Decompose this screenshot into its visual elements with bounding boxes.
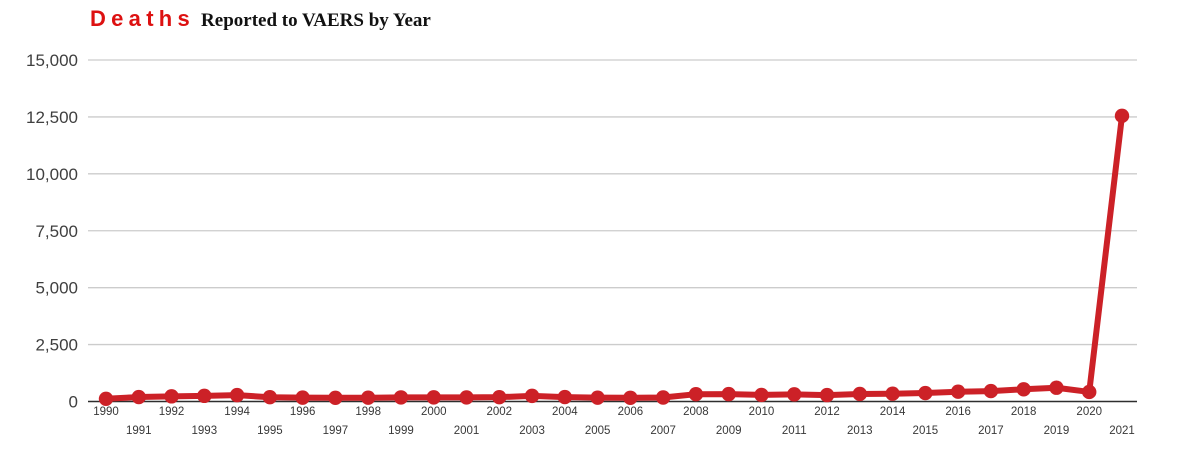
- data-point: [1114, 108, 1130, 124]
- data-point: [655, 390, 671, 405]
- y-tick-label: 15,000: [26, 51, 78, 70]
- data-point: [590, 390, 605, 405]
- y-tick-label: 5,000: [35, 279, 78, 298]
- data-point: [164, 389, 179, 404]
- x-tick-label: 2020: [1076, 406, 1102, 418]
- data-point: [557, 389, 573, 405]
- data-point: [1082, 384, 1097, 400]
- x-tick-label: 1991: [126, 425, 152, 437]
- data-point: [459, 390, 474, 405]
- x-tick-label: 2004: [552, 406, 578, 418]
- data-point: [885, 386, 900, 401]
- x-tick-label: 2010: [749, 406, 775, 418]
- x-tick-label: 1990: [93, 406, 119, 418]
- data-point: [262, 389, 278, 405]
- x-tick-label: 2006: [618, 406, 644, 418]
- data-point: [1016, 382, 1031, 397]
- x-tick-label: 2000: [421, 406, 447, 418]
- data-point: [295, 390, 310, 405]
- x-tick-label: 2016: [945, 406, 971, 418]
- data-point: [754, 387, 769, 403]
- x-tick-label: 2021: [1109, 425, 1135, 437]
- x-tick-label: 1995: [257, 425, 283, 437]
- data-point: [328, 390, 343, 406]
- x-tick-label: 2005: [585, 425, 611, 437]
- y-tick-label: 12,500: [26, 108, 78, 127]
- x-tick-label: 2008: [683, 406, 709, 418]
- data-point: [492, 389, 507, 405]
- x-tick-label: 1993: [192, 425, 218, 437]
- x-tick-label: 1996: [290, 406, 316, 418]
- x-tick-label: 2014: [880, 406, 906, 418]
- data-point: [721, 386, 736, 402]
- x-tick-label: 2012: [814, 406, 840, 418]
- x-tick-label: 2011: [782, 425, 807, 437]
- data-point: [1049, 380, 1064, 395]
- x-tick-label: 2003: [519, 425, 545, 437]
- x-tick-label: 2018: [1011, 406, 1037, 418]
- y-tick-label: 0: [69, 393, 78, 412]
- data-point: [524, 388, 540, 404]
- x-tick-label: 1992: [159, 406, 185, 418]
- y-tick-label: 7,500: [35, 222, 78, 241]
- x-tick-label: 2002: [486, 406, 512, 418]
- data-point: [787, 387, 802, 402]
- data-point: [852, 386, 868, 402]
- y-tick-label: 2,500: [35, 336, 78, 355]
- chart-title-emphasis: Deaths: [90, 6, 196, 31]
- x-tick-label: 2009: [716, 425, 742, 437]
- x-tick-label: 2017: [978, 425, 1004, 437]
- chart-title: Deaths Reported to VAERS by Year: [90, 6, 431, 35]
- data-point: [688, 386, 704, 402]
- data-point: [426, 390, 441, 405]
- x-tick-label: 2019: [1044, 425, 1070, 437]
- data-point: [197, 388, 212, 404]
- x-tick-label: 1997: [323, 425, 349, 437]
- data-point: [229, 387, 245, 403]
- x-tick-label: 2015: [913, 425, 939, 437]
- trend-line: [103, 112, 1125, 402]
- data-point: [983, 383, 999, 399]
- x-tick-label: 1994: [224, 406, 250, 418]
- data-point: [393, 390, 409, 405]
- data-point: [131, 389, 146, 405]
- x-tick-label: 1999: [388, 425, 414, 437]
- data-point: [360, 390, 376, 405]
- data-point: [98, 391, 114, 406]
- x-tick-label: 1998: [355, 406, 381, 418]
- chart-title-rest: Reported to VAERS by Year: [201, 10, 431, 31]
- data-point: [623, 390, 638, 405]
- x-tick-label: 2013: [847, 425, 873, 437]
- x-tick-label: 2007: [650, 425, 676, 437]
- data-point: [950, 384, 966, 399]
- data-point: [819, 387, 835, 403]
- y-tick-label: 10,000: [26, 165, 78, 184]
- data-point: [918, 385, 933, 401]
- x-tick-label: 2001: [454, 425, 480, 437]
